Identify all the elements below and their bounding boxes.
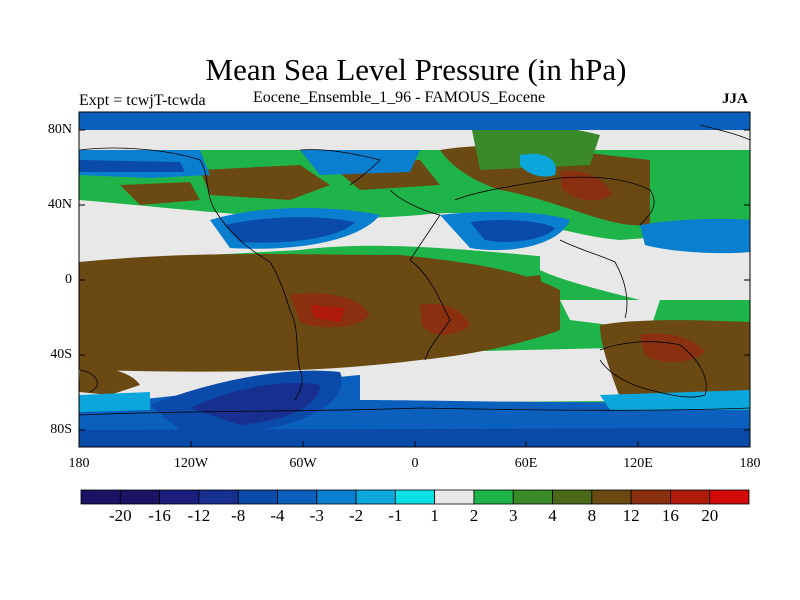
lon-tick-0: 0 xyxy=(411,456,419,471)
colorbar-label: 1 xyxy=(430,506,439,525)
colorbar-swatch xyxy=(670,489,711,505)
lat-tick-40n: 40N xyxy=(47,197,72,212)
colorbar-label: -12 xyxy=(187,506,211,525)
colorbar-swatch xyxy=(473,489,514,505)
colorbar-swatch xyxy=(119,489,160,505)
colorbar-swatch xyxy=(237,489,278,505)
lon-tick-120w: 120W xyxy=(173,456,209,471)
lon-tick-60w: 60W xyxy=(289,456,317,471)
colorbar-swatch xyxy=(709,489,750,505)
colorbar-swatch xyxy=(552,489,593,505)
lon-tick-180-west: 180 xyxy=(68,456,90,471)
season-label: JJA xyxy=(722,91,748,107)
colorbar-swatch xyxy=(394,489,436,505)
colorbar-swatch xyxy=(591,489,632,505)
colorbar-label: -4 xyxy=(270,506,285,525)
coastlines xyxy=(79,124,750,416)
lon-tick-120e: 120E xyxy=(623,456,653,471)
colorbar-label: -2 xyxy=(348,506,364,525)
colorbar-label: 4 xyxy=(548,506,557,525)
colorbar-swatch xyxy=(277,489,318,505)
colorbar-label: -20 xyxy=(108,506,132,525)
experiment-label: Expt = tcwjT-tcwda xyxy=(79,92,206,109)
colorbar-swatch xyxy=(434,489,475,505)
map-title: Mean Sea Level Pressure (in hPa) xyxy=(205,52,627,87)
colorbar-swatch xyxy=(159,489,200,505)
colorbar-swatch xyxy=(355,489,396,505)
colorbar-swatch xyxy=(198,489,239,505)
lat-tick-40s: 40S xyxy=(50,347,72,362)
colorbar-label: -16 xyxy=(148,506,171,525)
contour-fill-layer xyxy=(79,112,750,447)
colorbar-label: 12 xyxy=(622,506,640,525)
colorbar-swatch xyxy=(512,489,553,505)
colorbar-label: -1 xyxy=(388,506,403,525)
colorbar-label: -8 xyxy=(231,506,246,525)
colorbar-swatch xyxy=(316,489,357,505)
colorbar-label: 2 xyxy=(469,506,479,525)
colorbar-swatch xyxy=(80,489,121,505)
subtitle: Eocene_Ensemble_1_96 - FAMOUS_Eocene xyxy=(253,89,546,106)
lon-tick-60e: 60E xyxy=(514,456,538,471)
colorbar-label: 8 xyxy=(587,506,597,525)
lon-tick-180-east: 180 xyxy=(739,456,761,471)
colorbar-label: -3 xyxy=(309,506,324,525)
axis-ticks xyxy=(79,129,750,447)
lat-tick-80s: 80S xyxy=(50,422,72,437)
colorbar-swatch xyxy=(630,489,671,505)
colorbar-label: 3 xyxy=(508,506,518,525)
colorbar-label: 20 xyxy=(701,506,719,525)
lat-tick-80n: 80N xyxy=(47,122,72,137)
colorbar-label: 16 xyxy=(661,506,679,525)
lat-tick-0: 0 xyxy=(65,272,72,287)
